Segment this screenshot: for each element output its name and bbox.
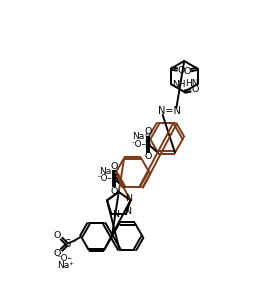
Text: O: O [144,152,151,161]
Text: ⁻O–: ⁻O– [56,254,72,263]
Text: ⁻O–: ⁻O– [130,140,145,149]
Text: NH: NH [172,80,185,89]
Text: O: O [190,85,198,94]
Text: S: S [64,239,70,249]
Text: Na: Na [99,167,111,176]
Text: Na⁺: Na⁺ [57,261,74,270]
Text: N=N: N=N [157,106,180,116]
Text: ⁻O–: ⁻O– [96,174,112,183]
Text: N: N [123,207,131,216]
Text: O: O [53,249,61,258]
Text: N: N [112,211,118,219]
Text: O: O [110,162,117,171]
Text: N: N [124,194,131,203]
Text: Na⁺: Na⁺ [131,132,148,141]
Text: S: S [110,174,117,184]
Text: S: S [144,139,151,149]
Text: O: O [144,127,151,136]
Text: HN: HN [184,79,198,88]
Text: O: O [110,187,117,196]
Text: O: O [177,66,185,75]
Text: O: O [53,231,61,239]
Text: O: O [182,67,190,75]
